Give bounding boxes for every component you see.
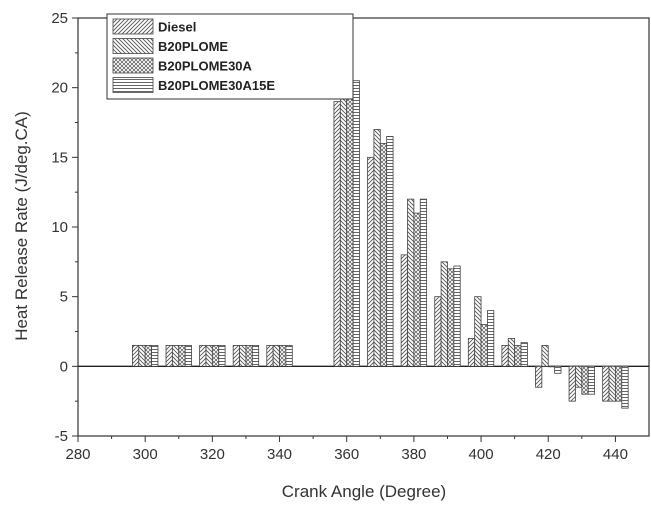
x-tick-label: 320 (200, 446, 225, 463)
bar-b20plome-320 (205, 345, 213, 367)
legend-swatch (112, 77, 154, 93)
bar-b20plome30a-420 (547, 365, 556, 368)
y-tick-label: -5 (55, 428, 68, 445)
bar-b20plome30a15e-300 (151, 345, 159, 367)
bar-diesel-440 (602, 365, 610, 402)
bar-diesel-310 (165, 345, 173, 367)
x-axis-ticks: 280 300 320 340 360 380 400 420 440 (65, 436, 628, 463)
bar-b20plome30a15e-340 (285, 345, 293, 367)
bar-b20plome30a15e-410 (520, 342, 528, 367)
bar-diesel-300 (132, 345, 140, 367)
bar-b20plome30a15e-320 (218, 345, 226, 367)
bar-diesel-430 (568, 365, 576, 402)
bar-diesel-380 (400, 254, 408, 367)
legend-swatch (112, 57, 154, 74)
bar-b20plome30a-370 (379, 142, 388, 367)
legend: Diesel B20PLOME B20PLOME30A B20PLOME30A15E (106, 13, 354, 100)
legend-label: B20PLOME30A (158, 59, 253, 74)
x-tick-label: 400 (469, 446, 494, 463)
y-tick-label: 25 (51, 10, 68, 27)
bar-b20plome30a-300 (144, 345, 152, 367)
y-tick-label: 0 (60, 358, 68, 375)
x-tick-label: 440 (603, 446, 628, 463)
bar-b20plome30a15e-360 (352, 80, 360, 367)
bar-b20plome30a15e-390 (453, 265, 461, 367)
y-axis-ticks: -5 0 5 10 15 20 25 (51, 10, 78, 445)
legend-swatch (112, 18, 154, 35)
bar-b20plome-330 (239, 345, 247, 367)
bar-b20plome-440 (608, 365, 616, 402)
bar-b20plome30a15e-380 (419, 198, 428, 367)
bar-diesel-320 (199, 345, 207, 367)
legend-label: B20PLOME30A15E (158, 78, 275, 93)
y-axis-title: Heat Release Rate (J/deg.CA) (12, 111, 31, 341)
bar-b20plome30a-380 (413, 212, 421, 367)
bar-b20plome30a-390 (447, 268, 455, 367)
bar-b20plome-340 (272, 345, 280, 367)
bar-b20plome-400 (474, 296, 482, 367)
bar-diesel-390 (434, 296, 442, 367)
bar-b20plome30a-400 (480, 324, 488, 367)
bar-b20plome-370 (373, 129, 381, 367)
bar-b20plome-430 (575, 365, 583, 388)
bar-b20plome30a15e-430 (587, 365, 595, 395)
bars-layer (132, 73, 629, 409)
y-tick-label: 20 (51, 80, 68, 97)
bar-b20plome30a15e-310 (184, 345, 192, 367)
bar-b20plome30a-440 (615, 365, 623, 402)
bar-b20plome30a-360 (346, 87, 354, 367)
legend-swatch (112, 38, 154, 54)
bar-b20plome-390 (440, 261, 448, 367)
x-axis-title: Crank Angle (Degree) (282, 482, 446, 501)
x-tick-label: 360 (334, 446, 359, 463)
bar-b20plome-410 (507, 338, 516, 367)
x-tick-label: 340 (267, 446, 292, 463)
bar-b20plome30a-310 (178, 345, 186, 367)
bar-b20plome30a15e-420 (554, 365, 562, 374)
bar-b20plome-300 (138, 345, 146, 367)
x-tick-label: 300 (133, 446, 158, 463)
bar-b20plome30a15e-400 (487, 310, 495, 367)
x-tick-label: 420 (536, 446, 561, 463)
x-tick-label: 380 (401, 446, 426, 463)
bar-b20plome30a-320 (211, 345, 220, 367)
bar-diesel-400 (467, 338, 476, 367)
bar-b20plome30a-410 (514, 345, 522, 367)
bar-b20plome-380 (407, 198, 415, 367)
legend-label: B20PLOME (158, 39, 228, 54)
bar-diesel-420 (535, 365, 543, 388)
y-tick-label: 5 (60, 289, 68, 306)
bar-diesel-410 (501, 345, 509, 367)
bar-diesel-370 (367, 156, 375, 367)
bar-b20plome-310 (171, 345, 180, 367)
legend-items: Diesel B20PLOME B20PLOME30A B20PLOME30A15E (112, 18, 275, 93)
bar-b20plome30a-330 (245, 345, 253, 367)
y-tick-label: 10 (51, 219, 68, 236)
bar-b20plome30a-430 (581, 365, 589, 395)
bar-b20plome30a15e-370 (386, 136, 394, 367)
x-tick-label: 280 (65, 446, 90, 463)
bar-b20plome-420 (541, 345, 549, 367)
bar-b20plome30a15e-440 (621, 365, 629, 409)
bar-b20plome-360 (339, 73, 348, 367)
bar-b20plome30a15e-330 (251, 345, 260, 367)
bar-b20plome30a-340 (279, 345, 287, 367)
bar-diesel-360 (333, 101, 341, 367)
bar-diesel-340 (266, 345, 274, 367)
y-tick-label: 15 (51, 149, 68, 166)
bar-diesel-330 (232, 345, 240, 367)
legend-label: Diesel (158, 20, 196, 35)
